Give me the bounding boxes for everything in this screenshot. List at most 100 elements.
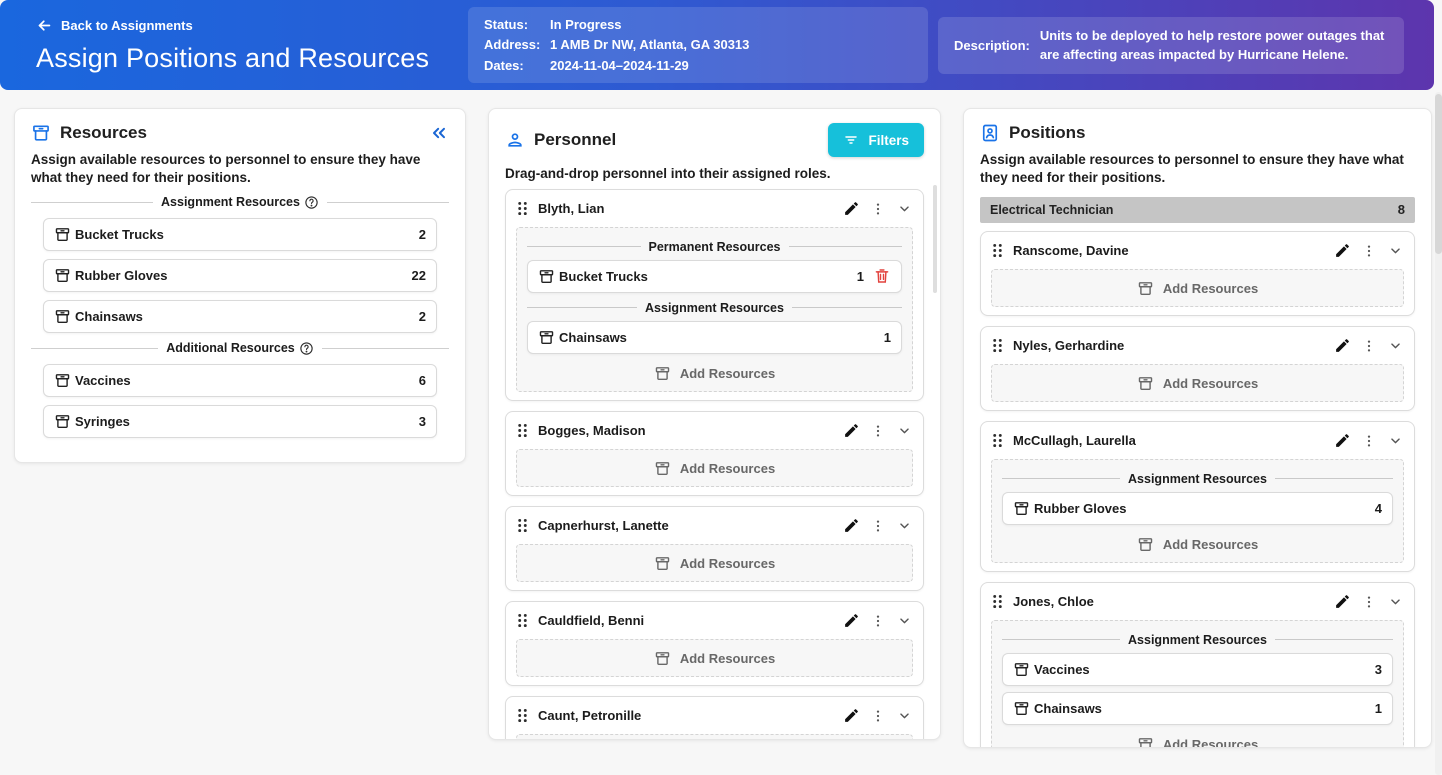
more-options-button[interactable]	[1361, 433, 1377, 449]
edit-button[interactable]	[1334, 242, 1351, 259]
resource-item[interactable]: Bucket Trucks 2	[43, 217, 437, 251]
archive-box-icon	[654, 555, 671, 572]
resource-item[interactable]: Vaccines 3	[1002, 652, 1393, 686]
back-to-assignments-link[interactable]: Back to Assignments	[36, 17, 193, 34]
drag-handle-icon[interactable]	[516, 200, 529, 217]
add-resources-button[interactable]: Add Resources	[654, 455, 775, 480]
position-group-count: 8	[1397, 202, 1405, 218]
personnel-card[interactable]: Capnerhurst, Lanette Add Resources	[505, 505, 924, 591]
add-resources-button[interactable]: Add Resources	[654, 550, 775, 575]
section-divider-label: Additional Resources	[166, 341, 295, 356]
more-options-button[interactable]	[870, 708, 886, 724]
chevron-down-icon[interactable]	[1387, 593, 1404, 610]
drag-handle-icon[interactable]	[991, 432, 1004, 449]
edit-button[interactable]	[843, 200, 860, 217]
more-options-button[interactable]	[1361, 243, 1377, 259]
positions-panel-description: Assign available resources to personnel …	[980, 152, 1404, 185]
drag-handle-icon[interactable]	[991, 337, 1004, 354]
resource-item[interactable]: Chainsaws 2	[43, 299, 437, 333]
personnel-card[interactable]: Cauldfield, Benni Add Resources	[505, 600, 924, 686]
resource-dropzone[interactable]: Assignment Resources Vaccines 3 Chainsaws 1 A…	[991, 619, 1404, 747]
address-value: 1 AMB Dr NW, Atlanta, GA 30313	[550, 37, 750, 53]
page-scrollbar[interactable]	[1435, 92, 1442, 775]
resource-dropzone[interactable]: Add Resources	[991, 363, 1404, 402]
resource-item[interactable]: Vaccines 6	[43, 363, 437, 397]
resource-dropzone[interactable]: Permanent Resources Bucket Trucks 1 Assignm…	[516, 226, 913, 392]
chevron-down-icon[interactable]	[1387, 337, 1404, 354]
resource-item[interactable]: Bucket Trucks 1	[527, 259, 902, 293]
more-options-button[interactable]	[870, 613, 886, 629]
position-card[interactable]: McCullagh, Laurella Assignment Resources R…	[980, 420, 1415, 572]
more-options-button[interactable]	[870, 518, 886, 534]
resources-panel-description: Assign available resources to personnel …	[31, 152, 421, 185]
more-options-button[interactable]	[1361, 594, 1377, 610]
help-icon[interactable]	[299, 341, 314, 356]
resource-count: 1	[1374, 700, 1382, 716]
more-options-button[interactable]	[1361, 338, 1377, 354]
resource-name: Bucket Trucks	[559, 268, 648, 284]
drag-handle-icon[interactable]	[516, 422, 529, 439]
edit-button[interactable]	[1334, 337, 1351, 354]
drag-handle-icon[interactable]	[991, 593, 1004, 610]
resource-dropzone[interactable]: Add Resources	[991, 268, 1404, 307]
resource-dropzone[interactable]: Add Resources	[516, 733, 913, 739]
add-resources-button[interactable]: Add Resources	[1137, 370, 1258, 395]
chevron-down-icon[interactable]	[896, 707, 913, 724]
chevron-down-icon[interactable]	[896, 422, 913, 439]
chevron-down-icon[interactable]	[896, 612, 913, 629]
position-group-header[interactable]: Electrical Technician 8	[980, 196, 1415, 223]
resource-item[interactable]: Rubber Gloves 22	[43, 258, 437, 292]
filters-button[interactable]: Filters	[828, 123, 924, 157]
filters-button-label: Filters	[868, 132, 909, 148]
archive-box-icon	[1137, 536, 1154, 553]
add-resources-button[interactable]: Add Resources	[654, 645, 775, 670]
chevron-down-icon[interactable]	[896, 517, 913, 534]
personnel-card[interactable]: Bogges, Madison Add Resources	[505, 410, 924, 496]
edit-button[interactable]	[843, 517, 860, 534]
resource-dropzone[interactable]: Add Resources	[516, 448, 913, 487]
personnel-card[interactable]: Caunt, Petronille Add Resources	[505, 695, 924, 739]
position-card[interactable]: Jones, Chloe Assignment Resources Vaccines…	[980, 581, 1415, 747]
resource-item[interactable]: Chainsaws 1	[1002, 691, 1393, 725]
edit-button[interactable]	[1334, 593, 1351, 610]
resource-item[interactable]: Chainsaws 1	[527, 320, 902, 354]
add-resources-button[interactable]: Add Resources	[1002, 731, 1393, 747]
resource-dropzone[interactable]: Add Resources	[516, 638, 913, 677]
personnel-scrollbar[interactable]	[933, 183, 937, 731]
edit-button[interactable]	[843, 422, 860, 439]
section-divider: Permanent Resources	[527, 240, 902, 254]
add-resources-button[interactable]: Add Resources	[1137, 275, 1258, 300]
drag-handle-icon[interactable]	[991, 242, 1004, 259]
add-resources-label: Add Resources	[679, 365, 776, 381]
resource-dropzone[interactable]: Assignment Resources Rubber Gloves 4 Add Re…	[991, 458, 1404, 563]
edit-button[interactable]	[1334, 432, 1351, 449]
resource-count: 22	[411, 267, 426, 283]
drag-handle-icon[interactable]	[516, 707, 529, 724]
chevron-down-icon[interactable]	[1387, 432, 1404, 449]
back-arrow-icon	[36, 17, 53, 34]
collapse-panel-button[interactable]	[429, 123, 449, 143]
edit-button[interactable]	[843, 707, 860, 724]
personnel-panel-title: Personnel	[534, 130, 617, 149]
description-box: Description: Units to be deployed to hel…	[938, 16, 1404, 74]
resource-dropzone[interactable]: Add Resources	[516, 543, 913, 582]
status-box: Status: In Progress Address: 1 AMB Dr NW…	[468, 6, 928, 84]
archive-box-icon	[54, 267, 71, 284]
resource-item[interactable]: Rubber Gloves 4	[1002, 491, 1393, 525]
chevron-down-icon[interactable]	[1387, 242, 1404, 259]
resource-item[interactable]: Syringes 3	[43, 404, 437, 438]
drag-handle-icon[interactable]	[516, 612, 529, 629]
add-resources-button[interactable]: Add Resources	[527, 360, 902, 385]
add-resources-button[interactable]: Add Resources	[1002, 531, 1393, 556]
more-options-button[interactable]	[870, 423, 886, 439]
more-options-button[interactable]	[870, 201, 886, 217]
position-card[interactable]: Ranscome, Davine Add Resources	[980, 230, 1415, 316]
drag-handle-icon[interactable]	[516, 517, 529, 534]
edit-button[interactable]	[843, 612, 860, 629]
delete-resource-button[interactable]	[873, 267, 891, 285]
personnel-card[interactable]: Blyth, Lian Permanent Resources Bucket Tru…	[505, 188, 924, 401]
chevron-down-icon[interactable]	[896, 200, 913, 217]
address-label: Address:	[484, 37, 541, 53]
help-icon[interactable]	[304, 195, 319, 210]
position-card[interactable]: Nyles, Gerhardine Add Resources	[980, 325, 1415, 411]
